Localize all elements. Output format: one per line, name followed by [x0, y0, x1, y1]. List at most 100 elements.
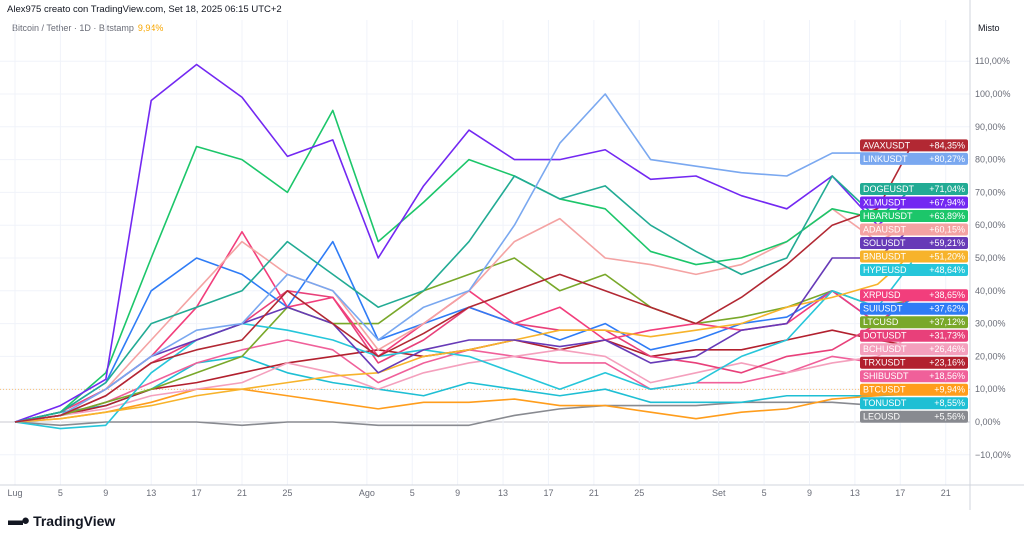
series-label-name: SUIUSDT: [863, 304, 903, 314]
series-label-bg: [860, 223, 968, 236]
series-label-bg: [860, 370, 968, 383]
series-label-value: +8,55%: [934, 398, 965, 408]
x-tick-label: 9: [103, 488, 108, 498]
series-label-bg: [860, 410, 968, 423]
series-label-bchusdt[interactable]: BCHUSDT +26,46%: [860, 343, 968, 356]
series-label-name: AVAXUSDT: [863, 140, 911, 150]
series-label-name: HYPEUSD: [863, 265, 907, 275]
tradingview-logo[interactable]: ▬● TradingView: [8, 512, 115, 529]
series-label-bg: [860, 182, 968, 195]
series-label-name: LTCUSD: [863, 317, 899, 327]
y-tick-label: 40,00%: [975, 286, 1006, 296]
x-tick-label: Ago: [359, 488, 375, 498]
x-tick-label: 5: [762, 488, 767, 498]
series-label-bg: [860, 356, 968, 369]
series-label-dogeusdt[interactable]: DOGEUSDT +71,04%: [860, 182, 968, 195]
series-line-xlmusdt: [14, 63, 913, 423]
series-label-solusdt[interactable]: SOLUSDT +59,21%: [860, 236, 968, 249]
series-label-bg: [860, 329, 968, 342]
series-label-value: +48,64%: [929, 265, 965, 275]
x-tick-label: 5: [410, 488, 415, 498]
series-line-bnbusdt: [14, 253, 913, 423]
series-label-adausdt[interactable]: ADAUSDT +60,15%: [860, 223, 968, 236]
series-label-name: LINKUSDT: [863, 154, 908, 164]
x-tick-label: Set: [712, 488, 726, 498]
series-label-name: ADAUSDT: [863, 224, 907, 234]
series-label-bg: [860, 236, 968, 249]
series-label-value: +23,16%: [929, 358, 965, 368]
symbol-change: 9,94%: [137, 23, 164, 33]
series-label-name: BNBUSDT: [863, 251, 907, 261]
series-label-hbarusdt[interactable]: HBARUSDT +63,89%: [860, 209, 968, 222]
series-label-bg: [860, 316, 968, 329]
series-label-value: +18,56%: [929, 371, 965, 381]
scale-mode[interactable]: Misto: [978, 23, 1000, 33]
y-tick-label: 80,00%: [975, 155, 1006, 165]
y-tick-label: 110,00%: [975, 56, 1010, 66]
series-line-suiusdt: [14, 240, 913, 423]
series-label-xrpusd[interactable]: XRPUSD +38,65%: [860, 289, 968, 302]
series-label-linkusdt[interactable]: LINKUSDT +80,27%: [860, 152, 968, 165]
series-label-value: +51,20%: [929, 251, 965, 261]
series-line-solusdt: [14, 227, 913, 423]
series-label-btcusdt[interactable]: BTCUSDT +9,94%: [860, 383, 968, 396]
series-label-suiusdt[interactable]: SUIUSDT +37,62%: [860, 302, 968, 315]
series-label-name: BCHUSDT: [863, 344, 907, 354]
series-label-dotusdt[interactable]: DOTUSDT +31,73%: [860, 329, 968, 342]
x-tick-label: 17: [192, 488, 202, 498]
series-label-bg: [860, 263, 968, 276]
series-label-tonusdt[interactable]: TONUSDT +8,55%: [860, 397, 968, 410]
series-label-ltcusd[interactable]: LTCUSD +37,12%: [860, 316, 968, 329]
y-tick-label: 20,00%: [975, 351, 1006, 361]
y-tick-label: 100,00%: [975, 89, 1011, 99]
y-tick-label: 90,00%: [975, 122, 1006, 132]
series-label-name: XRPUSD: [863, 290, 901, 300]
series-label-bnbusdt[interactable]: BNBUSDT +51,20%: [860, 250, 968, 263]
x-tick-label: 17: [895, 488, 905, 498]
series-line-btcusdt: [14, 388, 912, 423]
series-label-value: +9,94%: [934, 385, 965, 395]
series-label-leousd[interactable]: LEOUSD +5,56%: [860, 410, 968, 423]
y-tick-label: −10,00%: [975, 450, 1011, 460]
series-label-value: +63,89%: [929, 211, 965, 221]
series-label-bg: [860, 302, 968, 315]
series-label-bg: [860, 209, 968, 222]
series-label-name: HBARUSDT: [863, 211, 913, 221]
series-label-value: +80,27%: [929, 154, 965, 164]
series-label-value: +37,12%: [929, 317, 965, 327]
series-label-name: SOLUSDT: [863, 238, 906, 248]
series-line-bchusdt: [14, 334, 913, 423]
series-line-hypeusd: [14, 261, 913, 430]
series-label-value: +60,15%: [929, 224, 965, 234]
y-tick-label: 70,00%: [975, 187, 1006, 197]
series-label-hypeusd[interactable]: HYPEUSD +48,64%: [860, 263, 968, 276]
series-label-avaxusdt[interactable]: AVAXUSDT +84,35%: [860, 139, 968, 152]
series-label-value: +37,62%: [929, 304, 965, 314]
series-label-shibusdt[interactable]: SHIBUSDT +18,56%: [860, 370, 968, 383]
series-label-name: TRXUSDT: [863, 358, 906, 368]
series-label-trxusdt[interactable]: TRXUSDT +23,16%: [860, 356, 968, 369]
series-line-linkusdt: [14, 93, 912, 423]
brand-name: TradingView: [33, 512, 116, 529]
series-label-bg: [860, 250, 968, 263]
series-label-bg: [860, 152, 968, 165]
y-tick-label: 60,00%: [975, 220, 1006, 230]
series-label-name: DOGEUSDT: [863, 184, 915, 194]
y-tick-label: 50,00%: [975, 253, 1006, 263]
x-tick-label: 5: [58, 488, 63, 498]
series-label-bg: [860, 289, 968, 302]
series-label-name: XLMUSDT: [863, 197, 907, 207]
series-label-value: +26,46%: [929, 344, 965, 354]
x-tick-label: Lug: [7, 488, 22, 498]
series-label-bg: [860, 343, 968, 356]
x-tick-label: 21: [941, 488, 951, 498]
series-label-bg: [860, 383, 968, 396]
x-tick-label: 21: [589, 488, 599, 498]
x-tick-label: 9: [455, 488, 460, 498]
series-label-bg: [860, 397, 968, 410]
series-line-leousd: [14, 401, 912, 427]
symbol-legend[interactable]: Bitcoin / Tether · 1D · Bitstamp 9,94%: [12, 23, 163, 33]
series-label-xlmusdt[interactable]: XLMUSDT +67,94%: [860, 196, 968, 209]
chart-credit: Alex975 creato con TradingView.com, Set …: [7, 4, 282, 15]
